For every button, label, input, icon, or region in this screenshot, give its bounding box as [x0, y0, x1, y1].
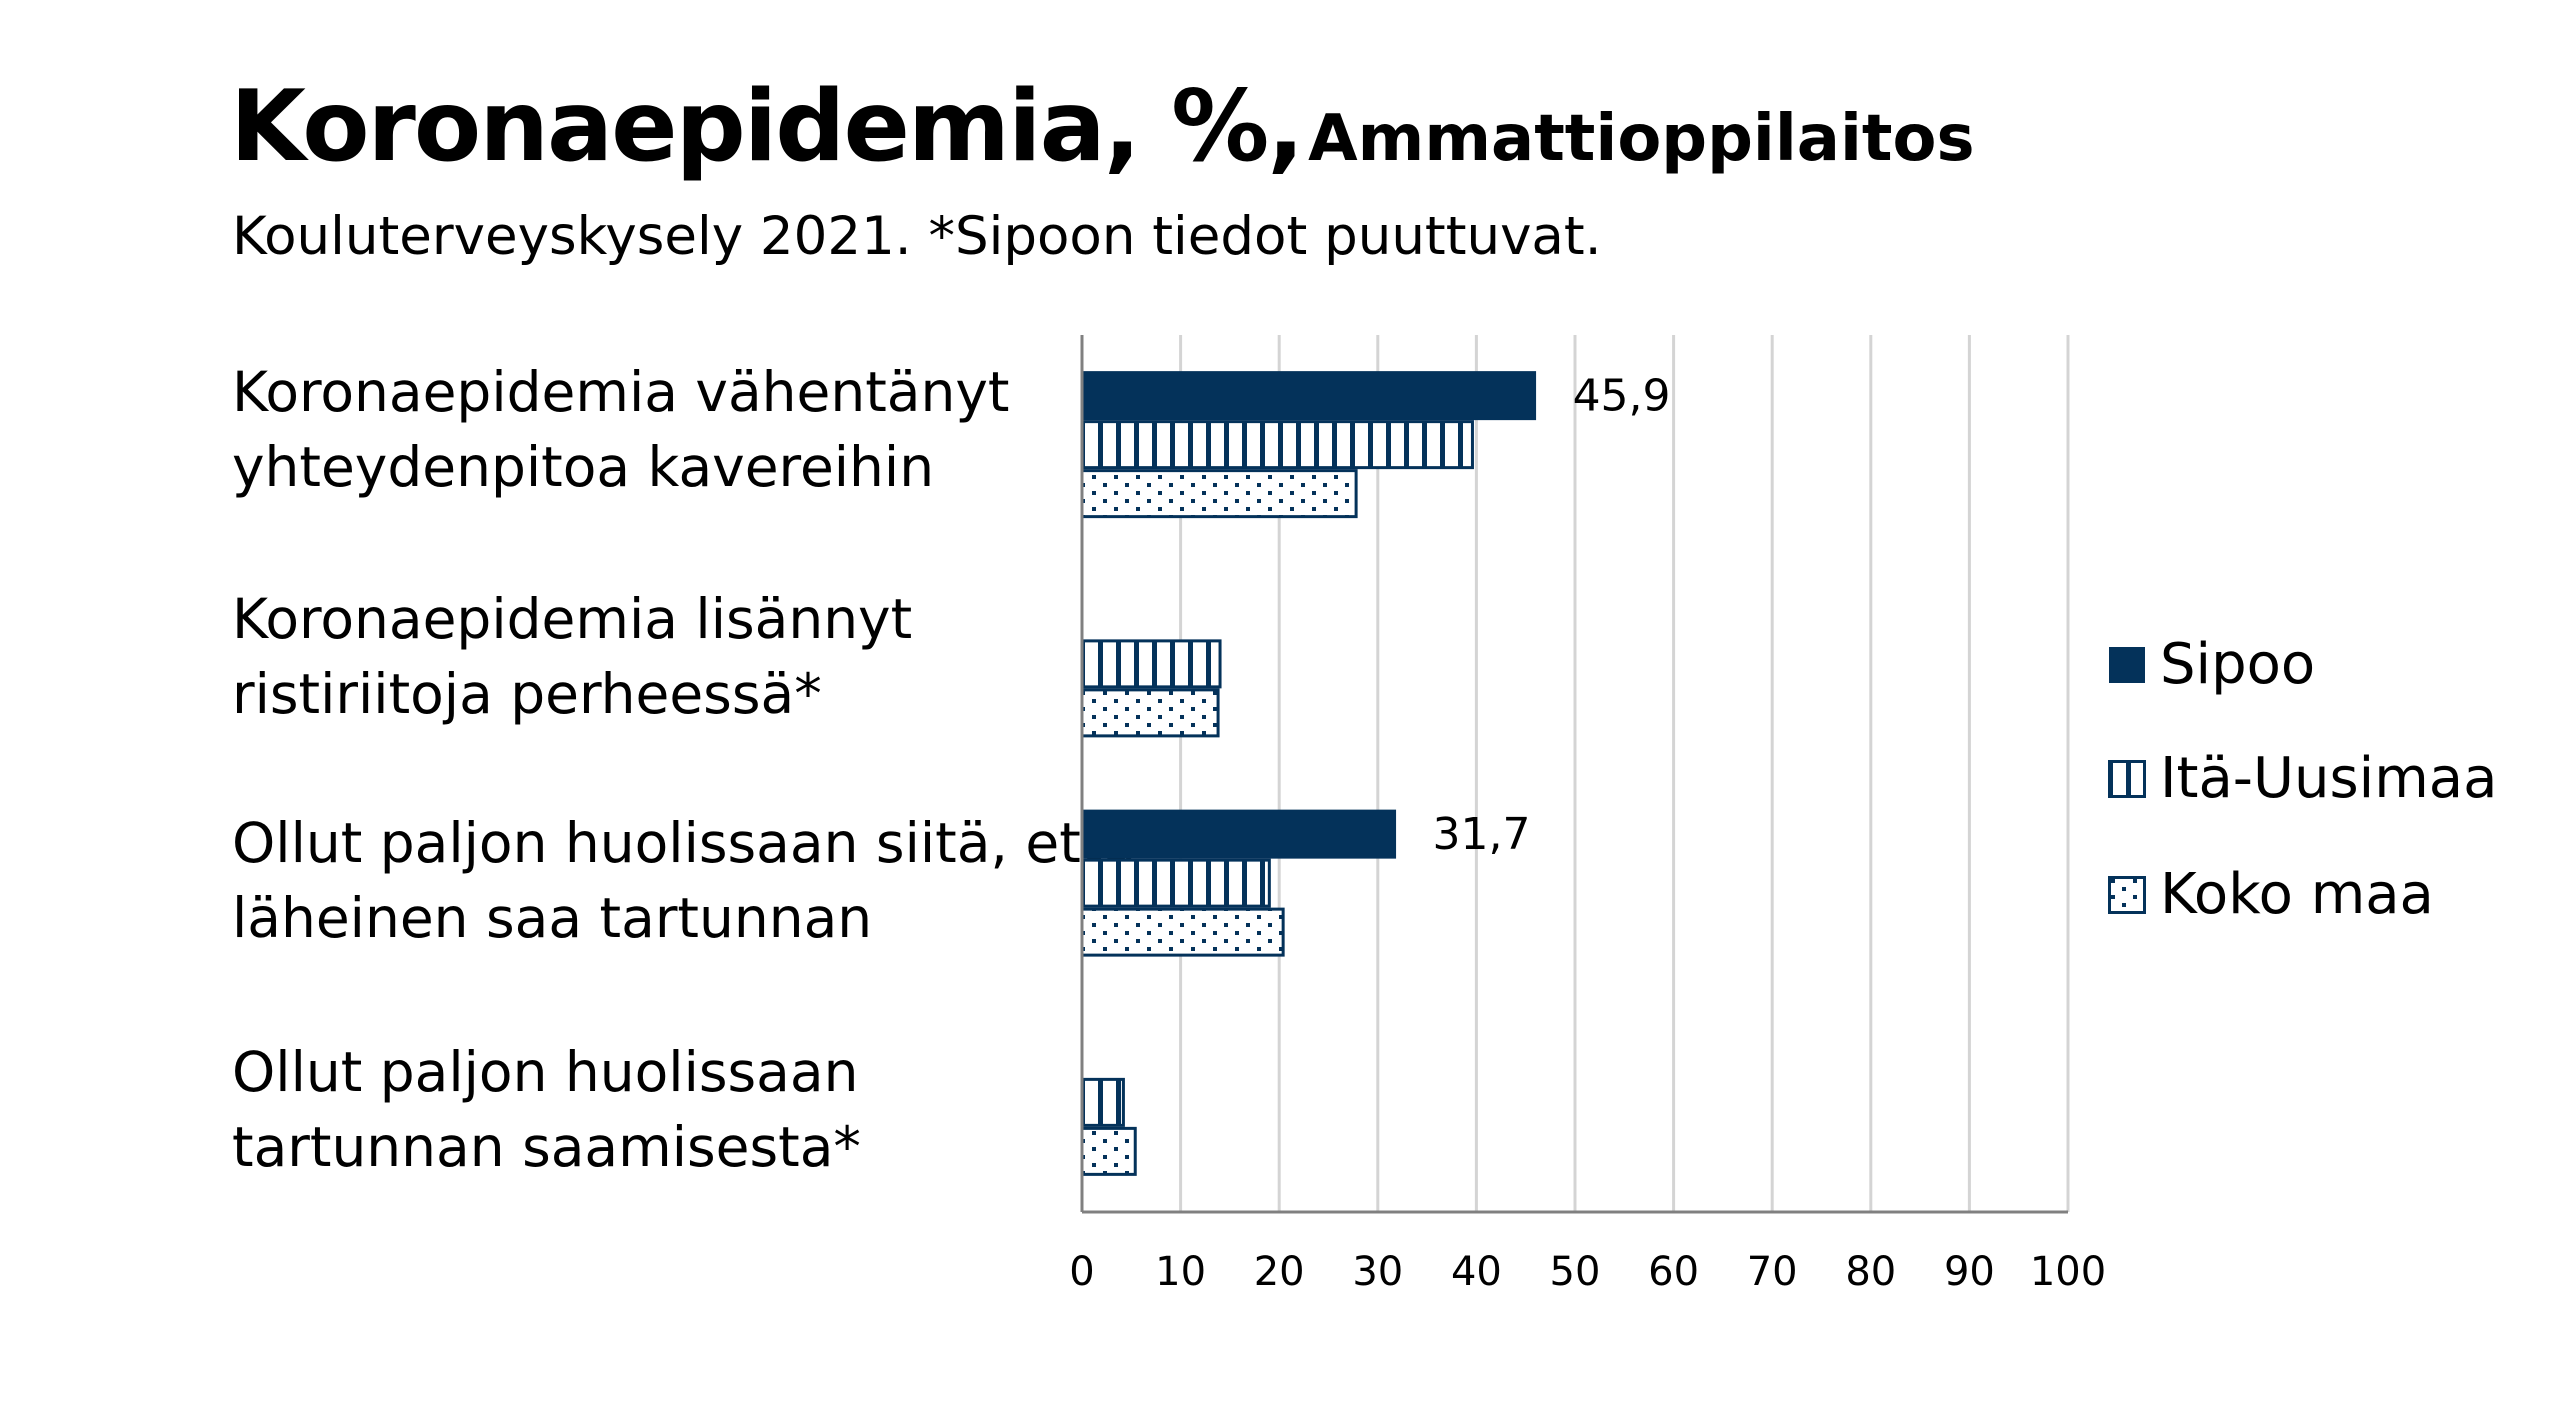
bar-it-uusimaa [1080, 420, 1474, 470]
bar-koko-maa [1080, 469, 1358, 519]
x-tick-label: 100 [2030, 1249, 2106, 1295]
bar-it-uusimaa [1080, 858, 1271, 908]
category-label-line: Koronaepidemia lisännyt [232, 587, 913, 651]
x-tick-label: 50 [1550, 1249, 1601, 1295]
legend-swatch-stripes [2108, 759, 2146, 798]
x-tick-label: 30 [1352, 1249, 1403, 1295]
chart-title-main: Koronaepidemia, %, [230, 70, 1305, 184]
legend-swatch-dots [2108, 875, 2146, 914]
x-tick-label: 0 [1069, 1249, 1094, 1295]
bar-it-uusimaa [1080, 1077, 1125, 1127]
legend-label: Itä-Uusimaa [2160, 746, 2498, 811]
category-label: Koronaepidemia vähentänyt yhteydenpitoa … [232, 355, 1009, 505]
legend-item-koko-maa: Koko maa [2108, 862, 2434, 927]
x-tick-label: 60 [1648, 1249, 1699, 1295]
x-tick-label: 70 [1747, 1249, 1798, 1295]
x-tick-label: 90 [1944, 1249, 1995, 1295]
category-label: Ollut paljon huolissaan siitä, että lähe… [232, 806, 1136, 956]
x-tick-label: 80 [1845, 1249, 1896, 1295]
bar-koko-maa [1080, 1126, 1137, 1176]
category-label-line: Ollut paljon huolissaan [232, 1040, 859, 1104]
data-label: 31,7 [1433, 809, 1531, 860]
bar-koko-maa [1080, 688, 1220, 738]
category-label-line: läheinen saa tartunnan [232, 886, 873, 950]
x-tick-label: 40 [1451, 1249, 1502, 1295]
category-label-line: Koronaepidemia vähentänyt [232, 360, 1010, 424]
category-label-line: ristiriitoja perheessä* [232, 662, 822, 726]
legend-label: Koko maa [2160, 862, 2434, 927]
chart-title: Koronaepidemia, %, Ammattioppilaitos [230, 70, 1975, 184]
legend-item-ita-uusimaa: Itä-Uusimaa [2108, 746, 2497, 811]
bar-sipoo [1080, 809, 1397, 859]
bar-it-uusimaa [1080, 639, 1222, 689]
x-tick-label: 10 [1155, 1249, 1206, 1295]
bar-sipoo [1080, 371, 1537, 421]
legend-label: Sipoo [2160, 632, 2316, 697]
category-label-line: Ollut paljon huolissaan siitä, että [232, 811, 1137, 875]
category-label: Koronaepidemia lisännyt ristiriitoja per… [232, 582, 912, 732]
x-tick-label: 20 [1254, 1249, 1305, 1295]
bar-koko-maa [1080, 907, 1285, 957]
legend-item-sipoo: Sipoo [2108, 632, 2315, 697]
chart-title-suffix: Ammattioppilaitos [1308, 102, 1975, 176]
data-label: 45,9 [1573, 371, 1671, 422]
legend-swatch-solid [2109, 646, 2145, 683]
category-label-line: tartunnan saamisesta* [232, 1115, 861, 1179]
category-label: Ollut paljon huolissaan tartunnan saamis… [232, 1035, 861, 1185]
chart-subtitle: Kouluterveyskysely 2021. *Sipoon tiedot … [232, 206, 1602, 267]
category-label-line: yhteydenpitoa kavereihin [232, 435, 935, 499]
